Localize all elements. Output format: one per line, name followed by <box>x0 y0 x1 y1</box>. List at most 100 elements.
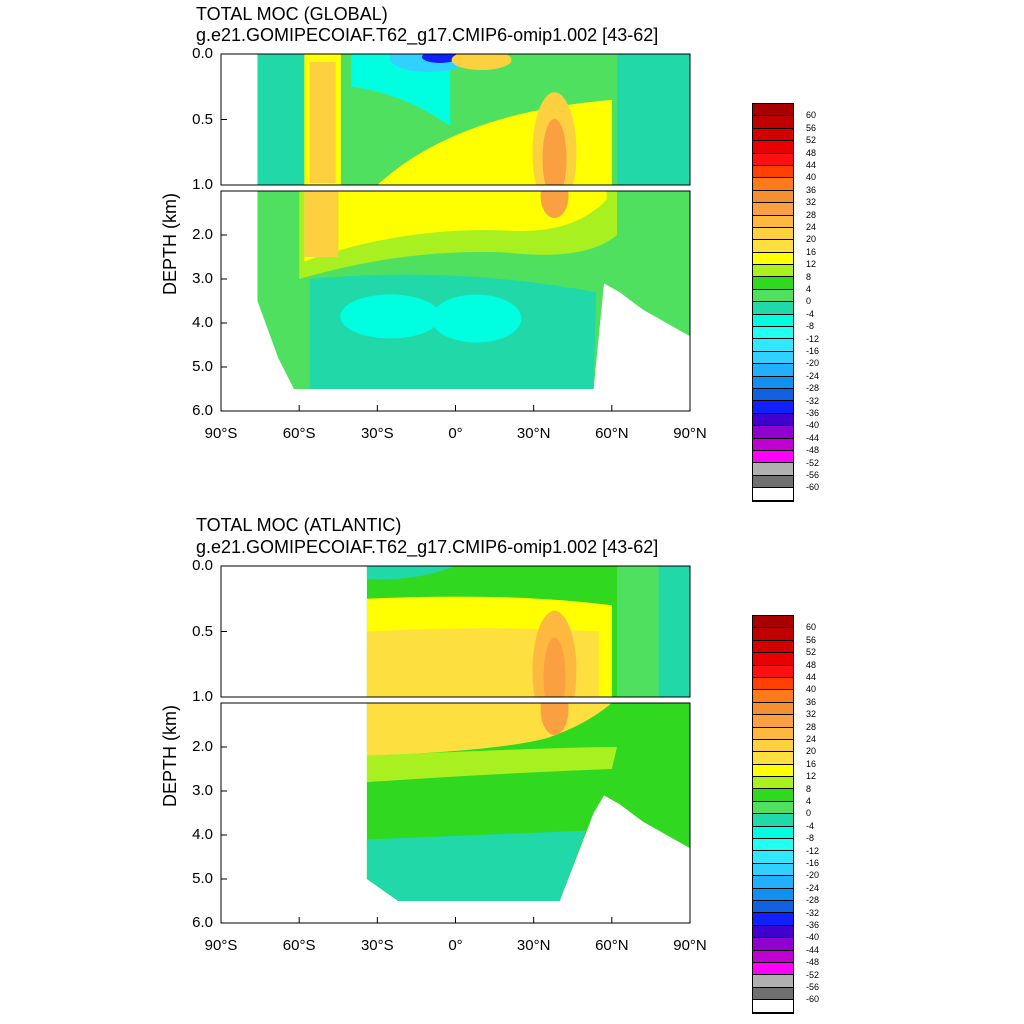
colorbar-label: 24 <box>806 222 817 232</box>
colorbar-label: 44 <box>806 160 817 170</box>
colorbar-swatch <box>753 339 793 352</box>
colorbar-swatch <box>753 789 793 802</box>
aabw-cell <box>366 830 586 901</box>
colorbar-label: -60 <box>806 482 820 493</box>
colorbar-label: 36 <box>806 696 817 707</box>
x-tick-label: 30°S <box>360 425 394 442</box>
colorbar-label: -4 <box>806 820 815 831</box>
tropical-neg-cell <box>351 54 451 127</box>
colorbar-swatch <box>753 839 793 852</box>
lower-section <box>366 703 690 901</box>
upper-section <box>257 54 690 185</box>
colorbar-label: -36 <box>806 920 820 930</box>
atlantic-moc-plot <box>220 565 691 924</box>
colorbar-label: -4 <box>806 308 815 319</box>
x-tick-label: 90°N <box>673 937 707 954</box>
colorbar-label: 48 <box>806 659 817 670</box>
colorbar-label: 48 <box>806 147 817 158</box>
colorbar-label: 4 <box>806 284 812 294</box>
colorbar-label: 44 <box>806 672 817 682</box>
colorbar-swatch <box>753 975 793 988</box>
colorbar-swatch <box>753 826 793 840</box>
colorbar-swatch <box>753 488 793 501</box>
colorbar-label: -52 <box>806 457 820 468</box>
colorbar-swatch <box>753 752 793 765</box>
colorbar-swatch <box>753 314 793 328</box>
y-tick-label: 2.0 <box>192 226 213 243</box>
y-tick-label: 1.0 <box>192 688 213 705</box>
colorbar-swatch <box>753 277 793 290</box>
colorbar-swatch <box>753 764 793 778</box>
colorbar-label: -56 <box>806 982 820 992</box>
southern-deep-core <box>304 191 339 257</box>
colorbar-label: 28 <box>806 209 817 220</box>
colorbar-label: 40 <box>806 684 817 695</box>
colorbar-swatch <box>753 376 793 389</box>
colorbar-swatch <box>753 938 793 951</box>
colorbar-label: 16 <box>806 758 817 769</box>
nadw-core <box>540 191 569 218</box>
tropical-neg-peak <box>421 54 458 63</box>
field-band <box>257 54 305 185</box>
colorbar-label: -44 <box>806 944 820 955</box>
colorbar-swatch <box>753 1000 793 1013</box>
colorbar-label: -12 <box>806 333 820 344</box>
colorbar-label: -28 <box>806 383 820 394</box>
colorbar-swatch <box>753 438 793 451</box>
colorbar-label: 12 <box>806 771 817 782</box>
colorbar-swatch <box>753 215 793 228</box>
colorbar-swatch <box>753 640 793 654</box>
colorbar-swatch <box>753 628 793 641</box>
atlantic-moc-panel: TOTAL MOC (ATLANTIC) g.e21.GOMIPECOIAF.T… <box>0 512 1024 1024</box>
colorbar-label: -56 <box>806 470 820 480</box>
colorbar-swatch <box>753 888 793 901</box>
colorbar-swatch <box>753 950 793 963</box>
colorbar-swatch <box>753 104 793 117</box>
colorbar-swatch <box>753 851 793 864</box>
x-tick-label: 60°S <box>282 937 316 954</box>
colorbar-label: -40 <box>806 932 820 943</box>
colorbar-swatch <box>753 616 793 629</box>
abyssal-core-east <box>431 294 522 343</box>
colorbar-label: 8 <box>806 271 812 282</box>
colorbar-swatch <box>753 289 793 303</box>
colorbar-swatch <box>753 165 793 179</box>
colorbar-label: -48 <box>806 957 820 968</box>
colorbar-label: -36 <box>806 408 820 418</box>
chart-title: TOTAL MOC (ATLANTIC) <box>196 515 402 535</box>
abyssal-core-west <box>340 294 441 339</box>
colorbar-label: 60 <box>806 110 817 121</box>
x-tick-label: 30°N <box>516 425 551 442</box>
moc-field <box>366 566 690 901</box>
colorbar-label: 16 <box>806 246 817 257</box>
surface-neg-cell <box>366 566 456 580</box>
chart-title: TOTAL MOC (GLOBAL) <box>196 4 388 24</box>
colorbar-swatch <box>753 739 793 753</box>
colorbar-swatch <box>753 913 793 926</box>
colorbar-swatch <box>753 227 793 241</box>
y-tick-label: 3.0 <box>192 270 213 287</box>
colorbar-label: 0 <box>806 296 812 307</box>
y-tick-label: 5.0 <box>192 870 213 887</box>
colorbar-label: 52 <box>806 647 817 658</box>
colorbar-swatch <box>753 265 793 278</box>
colorbar-swatch <box>753 116 793 129</box>
colorbar-label: -20 <box>806 358 820 369</box>
colorbar-label: -24 <box>806 370 820 381</box>
arctic-neg <box>658 566 690 697</box>
arctic-band <box>617 54 690 185</box>
y-tick-label: 0.0 <box>192 45 213 62</box>
colorbar-label: 56 <box>806 122 817 133</box>
colorbar-swatch <box>753 475 793 489</box>
colorbar-swatch <box>753 388 793 402</box>
colorbar-swatch <box>753 863 793 877</box>
colorbar-swatch <box>753 925 793 939</box>
y-tick-label: 6.0 <box>192 914 213 931</box>
atl-cell-core <box>542 118 567 185</box>
colorbar-label: -60 <box>806 994 820 1005</box>
colorbar-label: 28 <box>806 721 817 732</box>
colorbar-swatch <box>753 351 793 365</box>
y-tick-label: 5.0 <box>192 358 213 375</box>
colorbar-label: -40 <box>806 420 820 431</box>
y-tick-label: 6.0 <box>192 402 213 419</box>
